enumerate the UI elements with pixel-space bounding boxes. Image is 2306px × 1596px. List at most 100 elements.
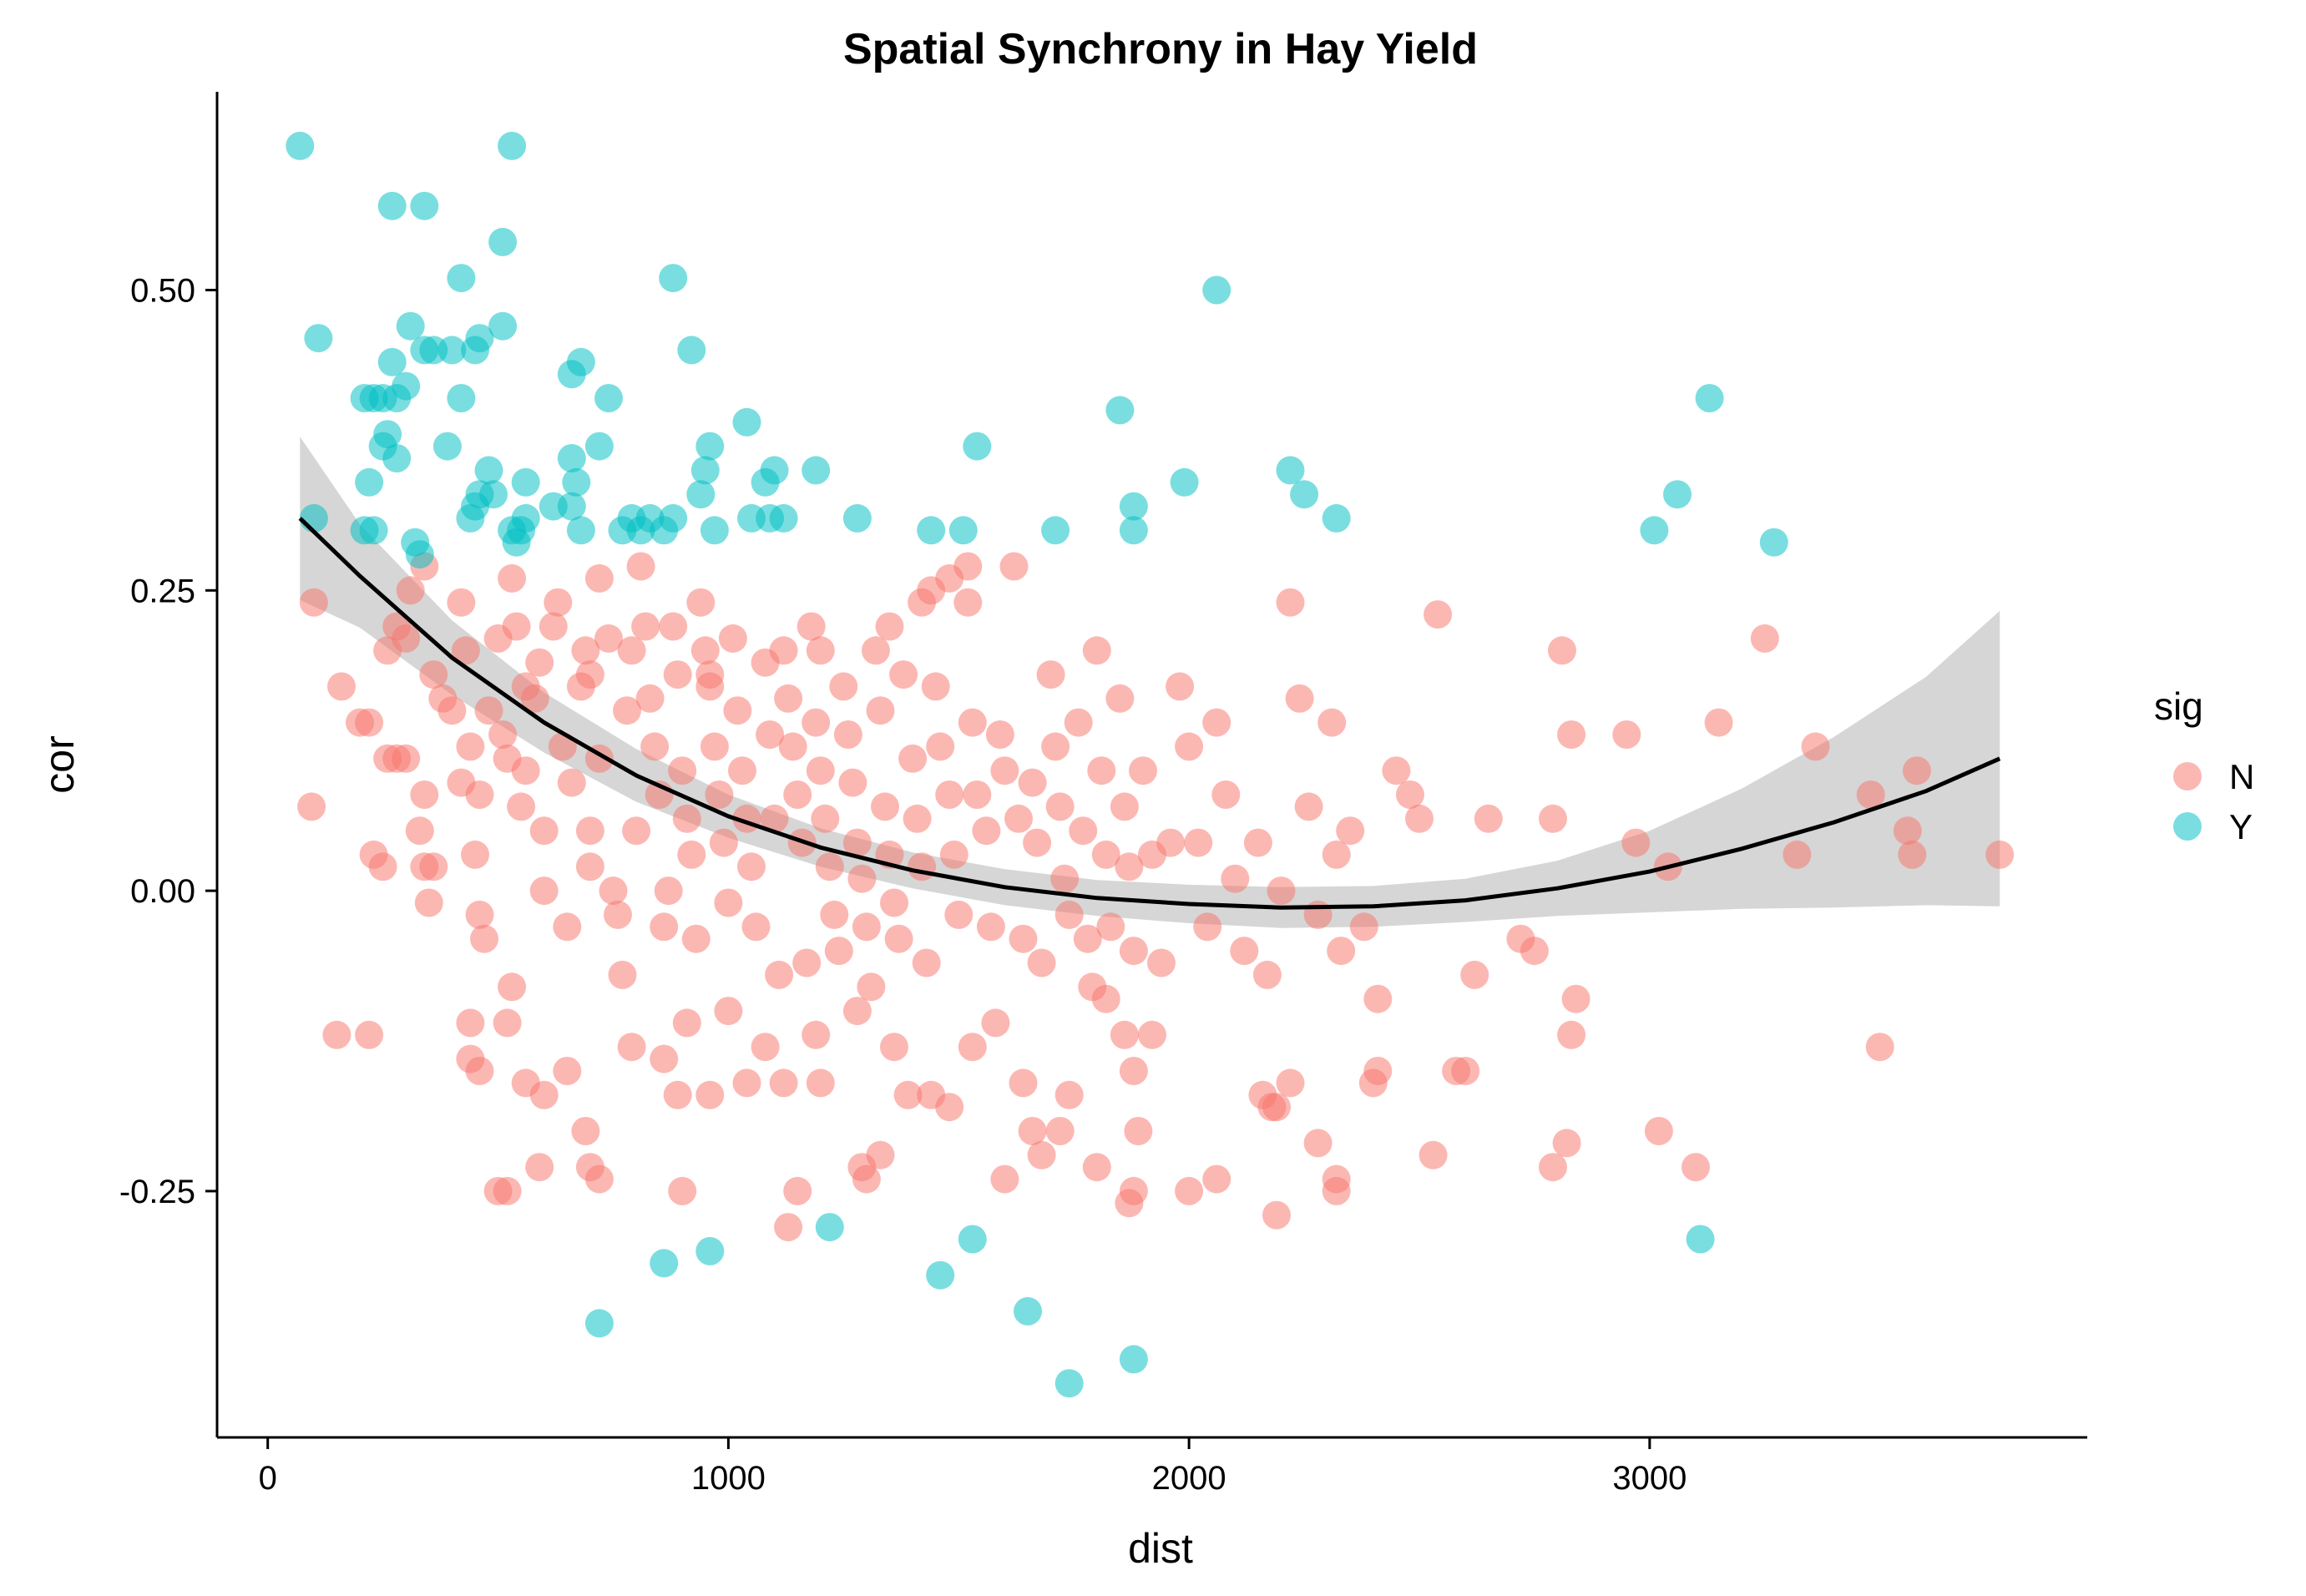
data-point-n bbox=[461, 840, 489, 869]
x-tick-label: 3000 bbox=[1612, 1460, 1687, 1497]
data-point-n bbox=[1276, 588, 1305, 617]
data-point-n bbox=[1202, 708, 1231, 737]
data-point-y bbox=[488, 311, 518, 341]
data-point-n bbox=[392, 744, 421, 773]
data-point-n bbox=[935, 1093, 964, 1122]
data-point-y bbox=[690, 456, 720, 485]
data-point-y bbox=[488, 227, 518, 256]
data-point-y bbox=[410, 191, 439, 220]
data-point-n bbox=[829, 672, 858, 701]
data-point-n bbox=[714, 997, 743, 1026]
data-point-n bbox=[355, 1020, 384, 1049]
x-tick-label: 2000 bbox=[1152, 1460, 1226, 1497]
data-point-n bbox=[1303, 1129, 1333, 1158]
data-point-n bbox=[1082, 1153, 1111, 1182]
data-point-n bbox=[760, 804, 789, 833]
data-point-n bbox=[728, 756, 756, 785]
data-point-n bbox=[626, 552, 655, 581]
data-point-n bbox=[1418, 1140, 1448, 1169]
data-point-n bbox=[1327, 937, 1356, 966]
y-tick-label: 0.50 bbox=[130, 272, 195, 309]
x-tick-label: 0 bbox=[259, 1460, 277, 1497]
data-point-n bbox=[1336, 816, 1365, 846]
legend-key-n bbox=[2173, 762, 2202, 790]
data-point-n bbox=[456, 732, 485, 761]
data-point-n bbox=[985, 720, 1014, 749]
data-point-y bbox=[432, 432, 462, 461]
data-point-n bbox=[1262, 1093, 1291, 1122]
data-point-n bbox=[525, 648, 554, 677]
data-point-n bbox=[1050, 864, 1080, 893]
data-point-n bbox=[705, 780, 734, 809]
data-point-n bbox=[327, 672, 356, 701]
data-point-n bbox=[912, 948, 941, 977]
data-point-n bbox=[889, 660, 918, 689]
data-point-n bbox=[575, 660, 604, 689]
data-point-y bbox=[659, 264, 688, 293]
data-point-n bbox=[1294, 792, 1323, 821]
data-point-n bbox=[778, 732, 807, 761]
data-point-y bbox=[686, 480, 716, 509]
data-point-n bbox=[1363, 984, 1393, 1013]
data-point-n bbox=[1115, 852, 1144, 881]
data-point-y bbox=[917, 516, 946, 545]
data-point-n bbox=[908, 852, 937, 881]
data-point-n bbox=[355, 708, 384, 737]
data-point-n bbox=[847, 864, 877, 893]
data-point-y bbox=[1276, 456, 1305, 485]
data-point-y bbox=[769, 503, 798, 533]
data-point-n bbox=[553, 1057, 582, 1085]
smooth-line bbox=[298, 517, 2001, 910]
data-point-n bbox=[1276, 1068, 1305, 1098]
data-point-n bbox=[557, 768, 586, 797]
data-point-n bbox=[935, 780, 964, 809]
data-point-y bbox=[695, 1236, 725, 1265]
data-point-n bbox=[842, 828, 872, 857]
data-point-y bbox=[447, 264, 476, 293]
data-point-n bbox=[584, 563, 614, 593]
data-point-n bbox=[575, 816, 604, 846]
data-point-n bbox=[1230, 937, 1259, 966]
data-point-n bbox=[1252, 960, 1282, 989]
data-point-n bbox=[908, 588, 937, 617]
data-point-y bbox=[461, 492, 489, 521]
data-point-n bbox=[862, 636, 890, 665]
data-point-n bbox=[672, 804, 701, 833]
data-point-n bbox=[953, 552, 983, 581]
data-point-n bbox=[405, 816, 434, 846]
data-point-n bbox=[990, 1164, 1019, 1194]
data-point-n bbox=[437, 696, 467, 725]
y-tick-label: 0.25 bbox=[130, 573, 195, 609]
data-point-n bbox=[663, 1080, 692, 1109]
data-point-y bbox=[396, 311, 425, 341]
data-point-n bbox=[999, 552, 1029, 581]
data-point-y bbox=[760, 456, 789, 485]
data-point-n bbox=[737, 852, 766, 881]
data-point-n bbox=[419, 852, 448, 881]
data-point-n bbox=[474, 696, 503, 725]
data-point-y bbox=[382, 444, 412, 472]
data-point-n bbox=[640, 732, 670, 761]
data-point-n bbox=[539, 612, 568, 641]
data-point-n bbox=[686, 588, 716, 617]
data-point-n bbox=[1474, 804, 1503, 833]
legend-key-y bbox=[2173, 812, 2202, 841]
data-point-n bbox=[1322, 1176, 1351, 1205]
data-point-y bbox=[566, 347, 595, 376]
data-point-n bbox=[1363, 1057, 1393, 1085]
data-point-n bbox=[718, 624, 747, 653]
data-point-n bbox=[756, 720, 785, 749]
legend-label-n: N bbox=[2229, 757, 2254, 796]
data-point-n bbox=[1041, 732, 1070, 761]
data-point-n bbox=[1303, 900, 1333, 929]
data-point-n bbox=[852, 1164, 881, 1194]
data-point-y bbox=[926, 1260, 955, 1290]
data-point-n bbox=[677, 840, 706, 869]
data-point-n bbox=[659, 612, 688, 641]
data-point-n bbox=[502, 612, 531, 641]
data-point-y bbox=[650, 1249, 679, 1278]
data-point-n bbox=[1091, 984, 1120, 1013]
data-point-n bbox=[1045, 792, 1075, 821]
data-point-y bbox=[474, 456, 503, 485]
data-point-n bbox=[1317, 708, 1347, 737]
